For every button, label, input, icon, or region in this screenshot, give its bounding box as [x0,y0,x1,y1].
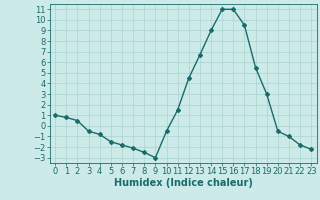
X-axis label: Humidex (Indice chaleur): Humidex (Indice chaleur) [114,178,252,188]
